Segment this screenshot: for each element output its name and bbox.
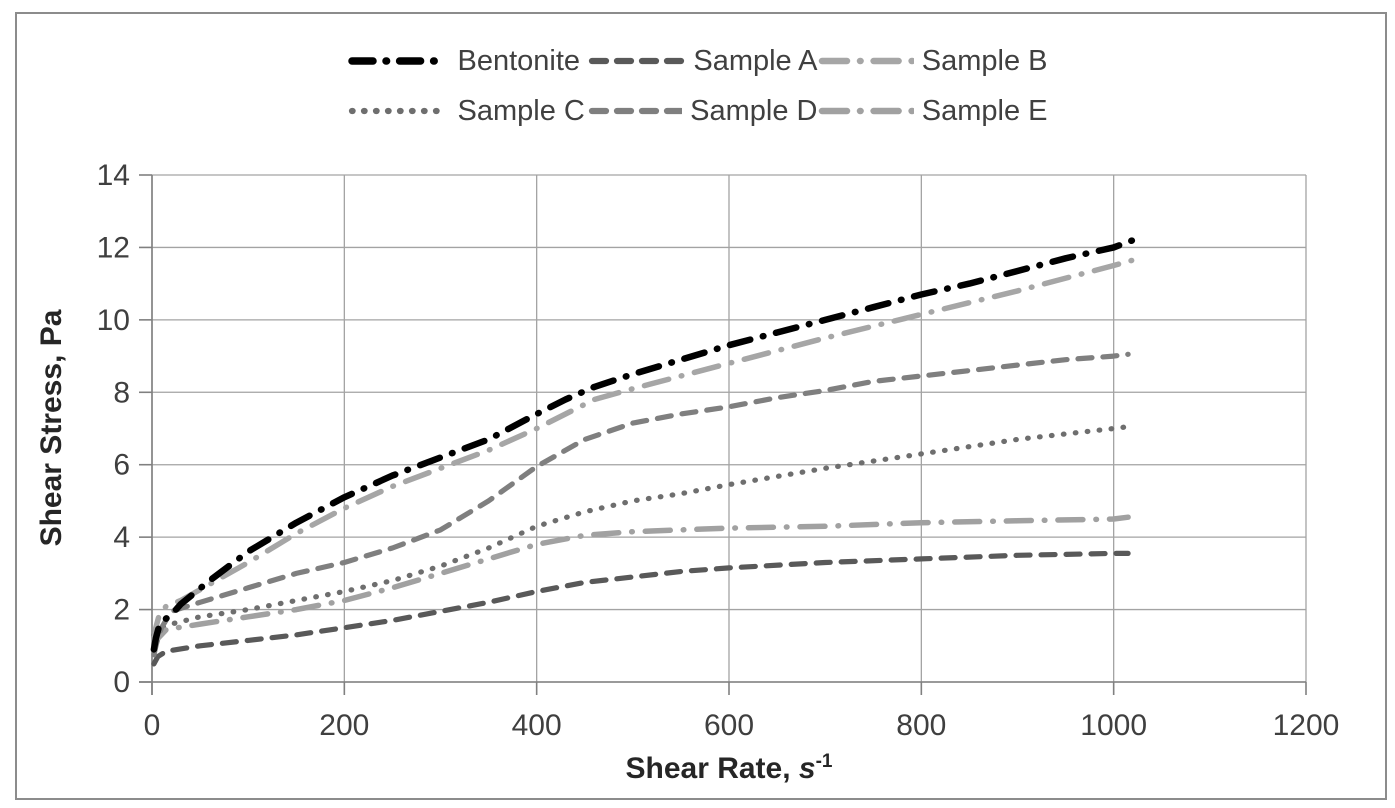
legend-item-sample-b: Sample B [818,45,1048,78]
legend-label: Sample C [457,94,585,127]
chart-legend: Bentonite Sample A Sample B Sample C Sample… [0,38,1395,134]
y-tick-label: 14 [97,159,130,192]
x-tick-label: 1200 [1273,709,1340,742]
series-line-sample-a [151,550,1131,667]
x-tick-label: 0 [144,709,161,742]
x-tick-label: 800 [896,709,946,742]
x-axis-title-exponent: -1 [815,751,833,772]
y-tick-label: 2 [113,594,130,627]
y-tick-label: 0 [113,666,130,699]
x-tick-label: 600 [704,709,754,742]
legend-marker-dash-dot-icon [818,57,914,65]
legend-row-1: Bentonite Sample A Sample B [347,38,1048,84]
gridlines [151,174,1307,683]
legend-label: Sample D [690,94,818,127]
legend-item-sample-d: Sample D [588,95,818,128]
x-tick-labels: 0 200 400 600 800 1000 1200 [144,709,1340,742]
legend-label: Sample A [693,44,818,77]
y-tick-labels: 0 2 4 6 8 10 12 14 [97,159,130,699]
legend-item-sample-e: Sample E [818,95,1048,128]
y-tick-label: 10 [97,304,130,337]
series-line-bentonite [150,236,1137,653]
legend-marker-bold-dash-dot-icon [347,57,450,65]
x-tick-label: 200 [319,709,369,742]
x-axis-title-text: Shear Rate, [625,752,799,785]
y-tick-label: 6 [113,449,130,482]
legend-marker-dash-icon [588,57,686,65]
series-line-sample-e [151,514,1131,654]
legend-label: Sample E [921,94,1048,127]
legend-item-sample-a: Sample A [588,45,818,78]
legend-label: Bentonite [457,44,581,77]
x-axis-title-var: s [798,752,816,785]
x-tick-label: 1000 [1080,709,1147,742]
legend-item-bentonite: Bentonite [347,44,588,78]
y-tick-label: 8 [113,376,130,409]
x-axis-title: Shear Rate, s-1 [152,752,1306,786]
legend-item-sample-c: Sample C [348,95,588,128]
series-line-sample-c [151,424,1131,638]
y-axis-title: Shear Stress, Pa [35,309,68,547]
legend-label: Sample B [921,44,1048,77]
legend-marker-dash-dot-icon [818,107,914,115]
y-tick-label: 4 [113,521,130,554]
legend-row-2: Sample C Sample D Sample E [348,88,1048,134]
legend-marker-dot-icon [348,107,449,115]
series-line-sample-d [151,351,1131,658]
series-line-sample-b [151,257,1136,645]
legend-marker-dash-icon [588,107,683,115]
y-tick-label: 12 [97,231,130,264]
figure-frame [15,12,1387,800]
x-tick-label: 400 [512,709,562,742]
axes [139,174,1307,695]
